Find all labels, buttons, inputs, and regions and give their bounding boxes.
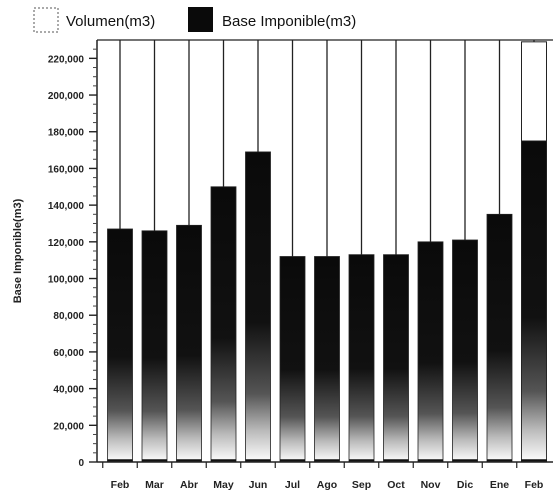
x-tick-label: May [213,479,234,490]
bars [107,40,547,463]
bar-outline [141,230,168,463]
y-tick-label: 220,000 [48,54,85,65]
bar-base-imponible [521,140,547,463]
bar-base-imponible [142,230,167,462]
y-tick-label: 20,000 [53,421,84,432]
bar-base-imponible [176,225,202,462]
bar-outline [210,186,237,463]
y-tick-label: 160,000 [48,164,85,175]
bar-outline [417,241,444,463]
bar-outline [486,213,513,463]
y-tick-label: 140,000 [48,201,85,212]
bar-base-imponible [245,151,271,462]
bar-outline [279,256,306,463]
x-tick-label: Nov [421,479,441,490]
x-tick-label: Ago [317,479,337,490]
bar-base-imponible [487,214,512,462]
bar-outline [314,256,340,463]
y-tick-label: 80,000 [53,311,84,322]
y-tick-label: 0 [78,458,84,469]
x-tick-label: Feb [525,479,544,490]
legend-swatch-base [188,7,213,32]
y-tick-label: 120,000 [48,238,85,249]
legend-label-base: Base Imponible(m3) [222,13,356,30]
x-axis-labels: Feb Mar Abr May Jun Jul Ago Sep Oct Nov Dic Ene Feb [102,462,544,490]
x-tick-label: Dic [457,479,474,490]
legend: Volumen(m3) Base Imponible(m3) [33,7,356,33]
x-tick-label: Jul [285,479,300,490]
y-tick-label: 40,000 [53,385,84,396]
bar-base-imponible [418,241,443,462]
bar-outline [107,228,133,463]
y-tick-label: 100,000 [48,275,85,286]
x-tick-label: Feb [111,479,130,490]
y-tick-label: 200,000 [48,91,85,102]
bar-base-imponible [107,228,133,462]
bar-outline [176,224,202,463]
bar-base-imponible [349,254,374,462]
bar-base-imponible [452,239,478,462]
bar-outline [521,140,547,463]
y-tick-label: 180,000 [48,128,85,139]
bar-base-imponible [211,186,236,463]
bar-outline [245,151,271,463]
x-tick-label: Jun [249,479,268,490]
bar-base-imponible [280,256,305,462]
bar-base-imponible [383,254,409,462]
x-tick-label: Ene [490,479,509,490]
bar-outline [348,254,375,463]
y-axis-ticks: 0 20,000 40,000 60,000 80,000 100,000 120,000 1… [48,48,97,469]
legend-swatch-volumen [33,7,59,33]
bar-outline [452,239,478,463]
bar-outline [383,254,409,463]
legend-label-volumen: Volumen(m3) [66,13,155,30]
bar-base-imponible [314,256,340,462]
x-tick-label: Oct [387,479,405,490]
x-tick-label: Mar [145,479,164,490]
y-axis-title: Base Imponible(m3) [12,198,24,303]
y-tick-label: 60,000 [53,348,84,359]
x-tick-label: Sep [352,479,371,490]
x-tick-label: Abr [180,479,198,490]
